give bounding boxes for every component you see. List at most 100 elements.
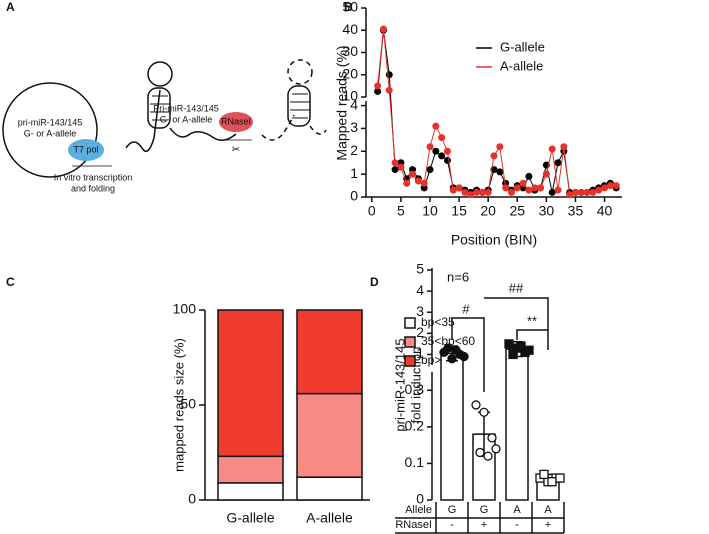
data-point [539,469,549,480]
data-point [519,179,527,187]
y-tick-label: 3 [416,303,424,319]
table-cell: A [544,504,552,516]
table-grid [395,502,565,534]
data-point [420,179,428,187]
hairpin-loop [287,59,313,85]
data-point [491,444,501,454]
product-label: Pri-miR-143/145 [153,103,219,113]
data-point [471,400,481,410]
y-tick-label: 4 [416,282,424,298]
legend-swatch [404,317,416,329]
y-tick-label: 3 [350,119,358,135]
data-point [554,159,562,167]
data-point [548,188,556,196]
enzyme-shape [68,139,104,161]
data-point [455,184,463,192]
template-circle [2,82,98,178]
y-tick-label: 0.3 [405,381,425,397]
data-point [583,188,591,196]
x-tick-label: G-allele [226,510,274,526]
base-pairs [150,95,170,121]
data-point [537,184,545,192]
data-point [547,477,557,487]
x-tick-label: 35 [568,203,584,219]
scissors: ✂ [232,145,240,156]
bar-segment [217,309,284,458]
y-axis-title: pri-miR-143/145 [392,338,407,431]
data-point [571,188,579,196]
data-point [531,184,539,192]
bar-segment [217,482,284,501]
step-label: and folding [71,183,115,193]
y-tick-label: 10 [342,88,358,104]
template-label: G- or A-allele [24,128,77,138]
data-point [484,188,492,196]
data-point [385,71,393,79]
hairpin-loop [147,61,173,87]
table-cell: G [448,504,457,516]
x-tick-label: 10 [422,203,438,219]
data-point [504,339,514,349]
y-tick-label: 0 [350,188,358,204]
data-point [525,172,533,180]
data-point [555,473,565,483]
y-tick-label: 50 [180,396,196,412]
x-tick-label: 40 [597,203,613,219]
bar [505,348,529,501]
data-point [548,145,556,153]
x-tick-label: A-allele [306,510,353,526]
data-point [560,143,568,151]
data-point [577,188,585,196]
cleaved-strand [261,114,295,141]
data-point [374,87,382,95]
legend-swatch [404,336,416,348]
y-tick-label: 100 [173,301,197,317]
data-point [566,191,574,199]
annotation: ## [509,280,524,295]
data-point [475,447,485,458]
y-tick-label: 20 [342,65,358,81]
data-point [426,166,434,174]
legend-label: bp<35 [421,315,455,329]
data-point [443,343,453,353]
data-point [524,345,534,355]
rna-strand [125,89,161,153]
table-cell: A [513,504,521,516]
panel-label: D [370,275,379,289]
legend-label: A-allele [500,58,543,73]
cleaved-strand [309,125,327,135]
product-label: G- or A-allele [160,114,213,124]
nuclease-shape [219,112,253,132]
template-label: pri-miR-143/145 [18,117,83,127]
data-point [391,166,399,174]
y-tick-label: 0.2 [405,418,425,434]
data-point [438,152,446,160]
significance-bracket [451,297,549,392]
bar-segment [296,392,363,478]
data-point [414,177,422,185]
data-point [397,163,405,171]
data-point [589,188,597,196]
data-point [432,147,440,155]
data-point [508,349,518,360]
data-point [438,134,446,142]
y-tick-label: 1 [350,165,358,181]
y-tick-label: 30 [342,43,358,59]
base-pairs [290,93,310,119]
annotation: # [462,301,470,316]
data-point [490,152,498,160]
data-point [513,184,521,192]
data-point [483,451,493,461]
data-point [432,122,440,130]
bar [440,352,464,501]
data-point [391,159,399,167]
data-point [459,351,469,362]
step-label: In vitro transcription [54,172,133,182]
data-point [487,433,497,443]
bar-segment [296,309,363,395]
data-point [502,184,510,192]
data-point [461,188,469,196]
table-row-label: Allele [405,504,432,516]
x-tick-label: 20 [480,203,496,219]
